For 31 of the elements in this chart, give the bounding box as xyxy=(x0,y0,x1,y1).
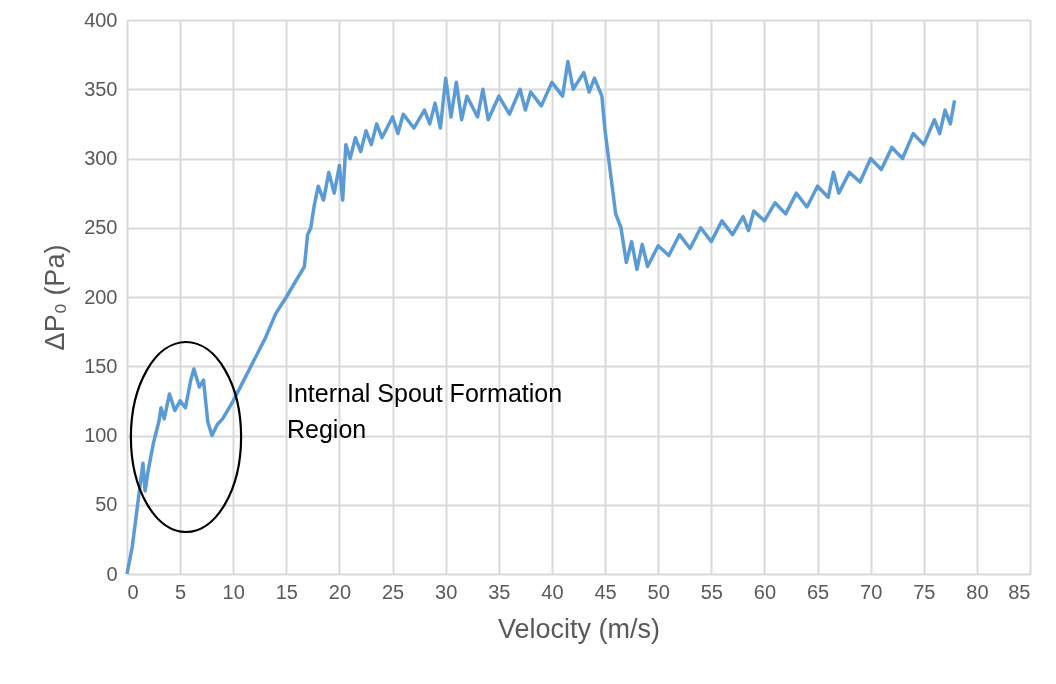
x-tick-label: 20 xyxy=(328,580,352,603)
x-tick-label: 5 xyxy=(175,580,187,603)
y-tick-label: 200 xyxy=(84,285,118,308)
y-tick-label: 50 xyxy=(95,493,118,516)
x-tick-label: 75 xyxy=(913,580,936,603)
x-tick-label: 10 xyxy=(222,580,245,603)
line-series xyxy=(125,59,957,576)
y-tick-label: 300 xyxy=(84,147,118,169)
y-tick-label: 150 xyxy=(84,354,118,377)
y-tick-label: 0 xyxy=(106,562,118,585)
x-tick-label: 85 xyxy=(1008,580,1031,603)
x-tick-label: 45 xyxy=(594,580,617,603)
y-tick-label: 350 xyxy=(84,77,118,100)
x-tick-label: 80 xyxy=(966,580,989,603)
x-tick-label: 55 xyxy=(700,580,723,603)
y-tick-label: 400 xyxy=(84,8,118,31)
x-axis-title: Velocity (m/s) xyxy=(497,613,661,644)
annotation: Internal Spout Formation Region xyxy=(287,379,563,443)
x-tick-label: 30 xyxy=(435,580,458,603)
x-tick-label: 35 xyxy=(488,580,511,603)
x-tick-label: 65 xyxy=(806,580,830,603)
x-tick-label: 0 xyxy=(127,580,139,603)
x-tick-label: 40 xyxy=(541,580,564,603)
y-tick-label: 250 xyxy=(84,216,118,239)
x-tick-label: 25 xyxy=(381,580,405,603)
x-tick-label: 50 xyxy=(647,580,670,603)
y-tick-label: 100 xyxy=(84,424,118,446)
y-axis-title: ΔP₀ (Pa) xyxy=(40,244,71,351)
x-tick-label: 60 xyxy=(753,580,777,603)
x-tick-label: 15 xyxy=(275,580,298,603)
x-tick-label: 70 xyxy=(860,580,883,603)
